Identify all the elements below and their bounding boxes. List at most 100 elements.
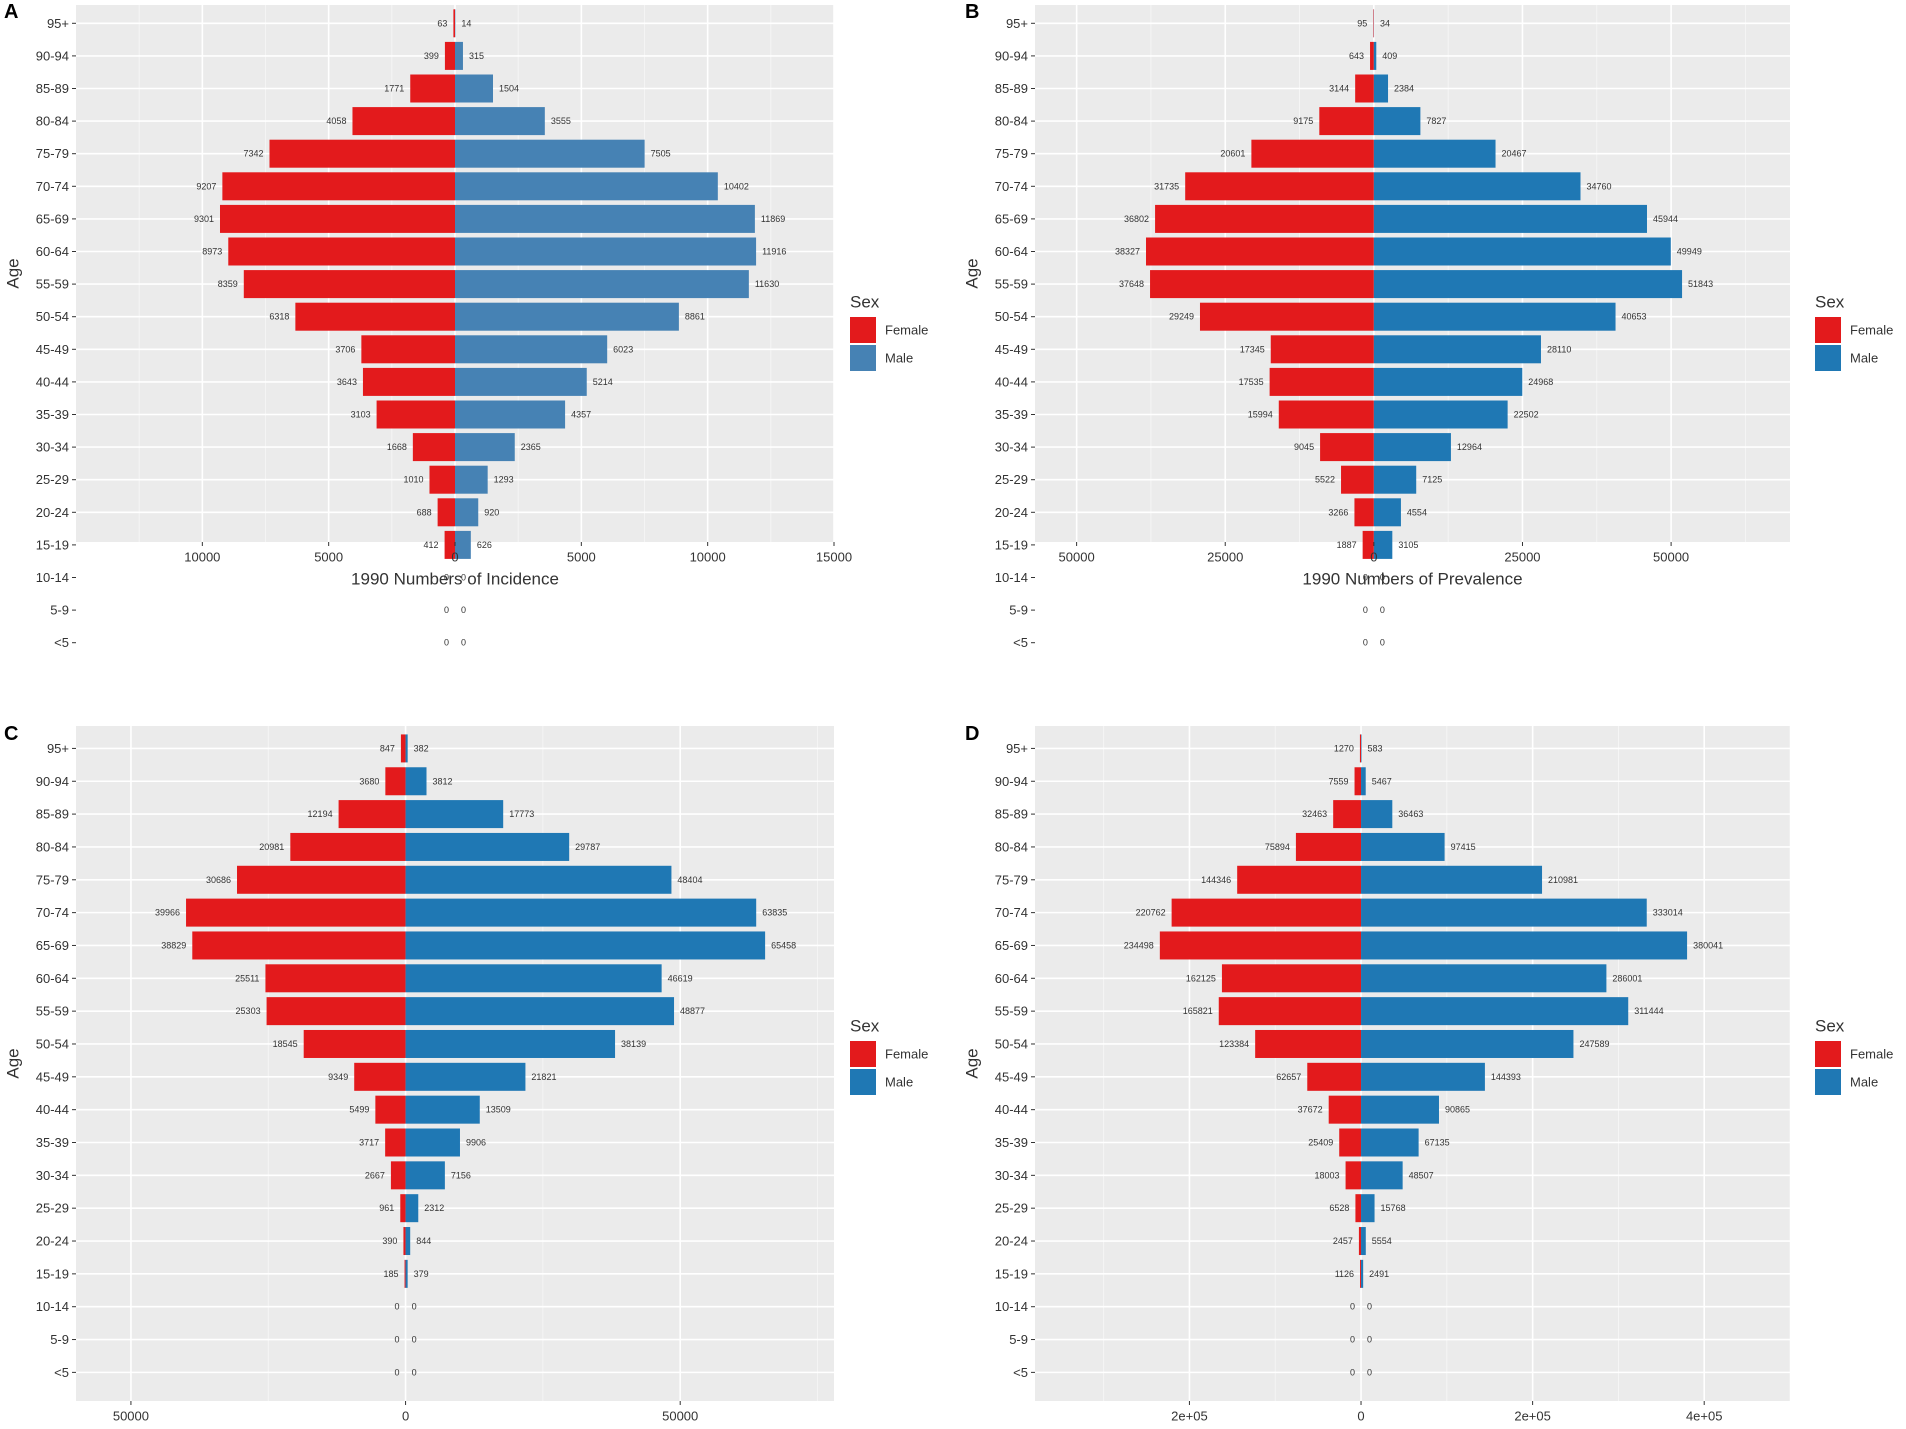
bar-male [455,302,679,331]
bar-female [1345,1161,1362,1190]
data-label-male: 13509 [486,1105,511,1115]
data-label-female: 390 [382,1236,397,1246]
y-tick-label: 80-84 [995,114,1028,129]
legend-label-female: Female [885,323,928,338]
y-tick-label: 85-89 [995,81,1028,96]
x-tick-label: 4e+05 [1686,1409,1723,1424]
data-label-female: 12194 [308,809,333,819]
data-label-male: 0 [1380,605,1385,615]
bar-female [390,1161,406,1190]
bar-male [455,270,749,299]
y-tick-label: 95+ [1006,741,1028,756]
bar-male [455,139,645,168]
y-tick-label: 30-34 [995,1168,1028,1183]
data-label-female: 25511 [235,973,259,983]
data-label-female: 2457 [1333,1236,1353,1246]
data-label-female: 0 [1363,573,1368,583]
y-tick-label: 55-59 [995,1004,1028,1019]
legend-title: Sex [1815,1017,1845,1036]
data-label-male: 36463 [1398,809,1423,819]
bar-male [455,237,757,266]
bar-female [1199,302,1374,331]
y-tick-label: 25-29 [995,472,1028,487]
bar-male [405,1095,480,1124]
data-label-male: 0 [1380,573,1385,583]
y-tick-label: 90-94 [36,774,69,789]
data-label-male: 247589 [1579,1039,1609,1049]
y-tick-label: 90-94 [995,774,1028,789]
y-tick-label: 30-34 [36,440,69,455]
y-tick-label: 10-14 [995,1299,1028,1314]
data-label-male: 40653 [1622,312,1647,322]
data-label-male: 315 [469,51,484,61]
data-label-female: 25303 [236,1006,261,1016]
bar-male [1361,1095,1439,1124]
legend-title: Sex [1815,293,1845,312]
data-label-female: 0 [395,1335,400,1345]
data-label-female: 0 [444,573,449,583]
data-label-female: 2667 [365,1170,385,1180]
panel-letter: B [965,1,979,23]
y-tick-label: 45-49 [995,1069,1028,1084]
data-label-male: 4554 [1407,507,1427,517]
data-label-male: 65458 [771,940,796,950]
data-label-male: 11916 [762,247,786,257]
data-label-male: 97415 [1451,842,1476,852]
panel-c: 847 382 95+ 3680 3812 90-94 12194 17773 85-89 209… [4,723,929,1429]
bar-male [405,1227,411,1256]
data-label-female: 1270 [1334,743,1354,753]
y-tick-label: 65-69 [36,211,69,226]
y-tick-label: 35-39 [995,407,1028,422]
y-tick-label: 65-69 [36,938,69,953]
data-label-male: 920 [484,507,499,517]
data-label-male: 0 [412,1302,417,1312]
legend-label-male: Male [885,351,913,366]
y-tick-label: 10-14 [36,1299,69,1314]
x-tick-label: 50000 [662,1409,698,1424]
data-label-male: 8861 [685,312,705,322]
y-tick-label: 25-29 [36,1201,69,1216]
data-label-male: 2384 [1394,84,1414,94]
y-tick-label: 45-49 [995,342,1028,357]
y-tick-label: 90-94 [995,48,1028,63]
bar-male [405,931,766,960]
data-label-female: 0 [444,605,449,615]
bar-male [405,1029,616,1058]
y-tick-label: 85-89 [36,81,69,96]
bar-male [1361,1062,1485,1091]
bar-male [1373,400,1508,429]
data-label-male: 6023 [613,344,633,354]
y-tick-label: 30-34 [36,1168,69,1183]
bar-male [455,465,488,494]
data-label-female: 18545 [273,1039,298,1049]
data-label-male: 10402 [724,181,749,191]
bar-female [237,865,406,894]
x-tick-label: 5000 [314,550,343,565]
y-axis-title: Age [4,258,23,288]
data-label-female: 8973 [202,247,222,257]
data-label-male: 9906 [466,1138,486,1148]
legend-swatch-female [850,1041,876,1067]
data-label-female: 144346 [1201,875,1231,885]
y-tick-label: <5 [54,1365,69,1380]
bar-female [354,1062,406,1091]
legend-swatch-male [1815,1069,1841,1095]
data-label-female: 9175 [1293,116,1313,126]
data-label-male: 7156 [451,1170,471,1180]
data-label-male: 0 [1367,1335,1372,1345]
data-label-male: 2365 [521,442,541,452]
bar-female [266,997,406,1026]
legend-swatch-female [1815,1041,1841,1067]
data-label-male: 333014 [1653,908,1683,918]
y-tick-label: 35-39 [36,407,69,422]
data-label-female: 234498 [1124,940,1154,950]
y-tick-label: 60-64 [995,244,1028,259]
bar-male [1361,1227,1366,1256]
bar-female [429,465,455,494]
data-label-male: 90865 [1445,1105,1470,1115]
y-tick-label: 15-19 [36,537,69,552]
bar-female [269,139,455,168]
bar-male [405,997,675,1026]
bar-male [1373,74,1389,103]
y-tick-label: 45-49 [36,1069,69,1084]
